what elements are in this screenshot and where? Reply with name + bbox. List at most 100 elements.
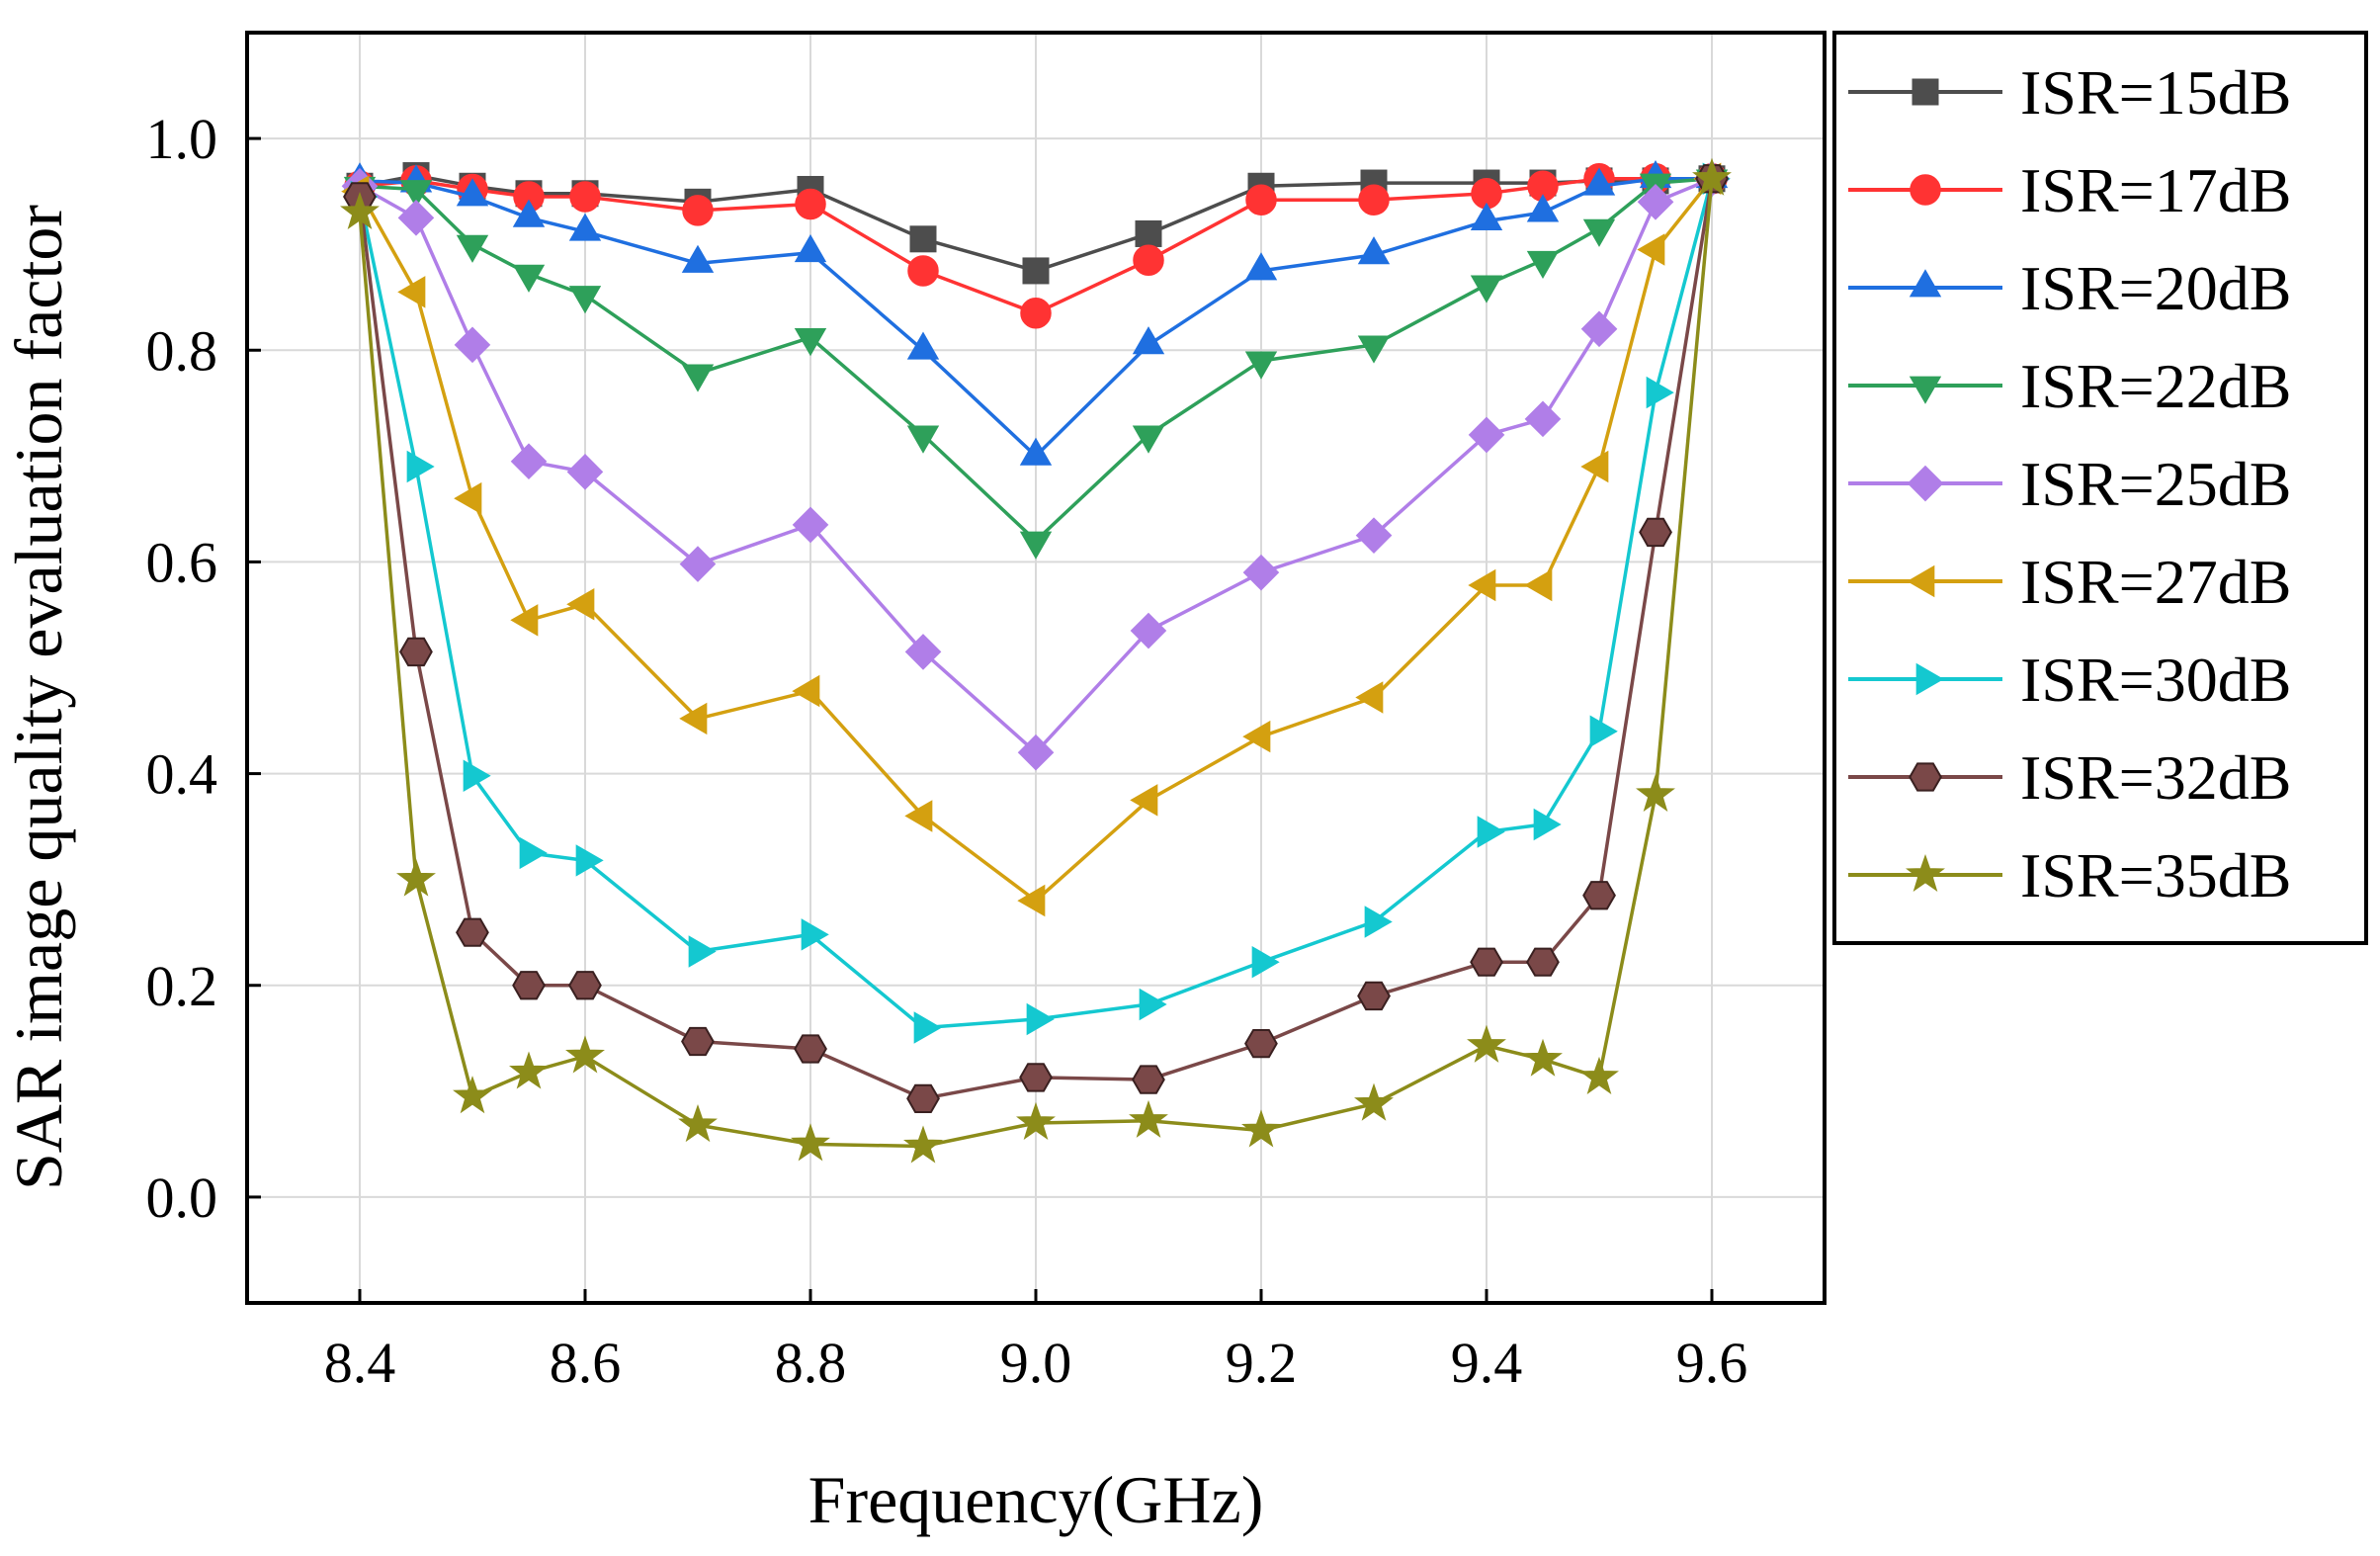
data-point (1242, 720, 1271, 753)
y-tick-label: 0.8 (146, 318, 218, 383)
data-point (913, 1011, 942, 1044)
x-tick-label: 9.4 (1451, 1331, 1523, 1395)
data-point (1019, 1063, 1053, 1092)
data-point (794, 233, 827, 263)
data-point (801, 918, 829, 951)
legend: ISR=15dB ISR=17dB ISR=20dB ISR=22dB ISR=25dB… (1832, 31, 2368, 945)
legend-marker (1907, 564, 1935, 598)
legend-marker (1909, 376, 1942, 404)
legend-label: ISR=17dB (2020, 155, 2291, 225)
data-point (792, 674, 820, 708)
data-point (795, 188, 826, 220)
data-point (1019, 437, 1053, 466)
legend-label: ISR=27dB (2020, 547, 2291, 617)
data-point (907, 255, 939, 287)
data-point (512, 199, 546, 227)
data-point (399, 637, 433, 667)
data-point (1130, 784, 1158, 817)
data-point (678, 1104, 718, 1143)
data-point (679, 546, 717, 582)
data-point (512, 264, 546, 293)
series-isr-25db (341, 160, 1731, 771)
data-point (1524, 568, 1553, 602)
legend-marker (1910, 174, 1941, 206)
data-point (1135, 219, 1162, 247)
data-point (340, 192, 380, 230)
data-point (1244, 1029, 1278, 1059)
legend-label: ISR=15dB (2020, 57, 2291, 128)
data-point (568, 213, 602, 241)
y-tick-label: 1.0 (146, 107, 218, 171)
x-tick-label: 9.0 (1000, 1331, 1072, 1395)
y-tick-label: 0.4 (146, 742, 218, 807)
x-axis-title: Frequency(GHz) (808, 1462, 1264, 1537)
data-point (1580, 310, 1618, 348)
data-point (1355, 681, 1384, 714)
data-point (904, 800, 933, 832)
legend-label: ISR=32dB (2020, 742, 2291, 813)
data-point (1470, 947, 1503, 977)
data-point (456, 178, 489, 207)
data-point (1470, 275, 1503, 303)
data-point (565, 1035, 605, 1074)
data-point (1245, 184, 1277, 216)
legend-item: ISR=30dB (1848, 645, 2291, 715)
data-point (1579, 1056, 1619, 1094)
data-point (1637, 184, 1674, 220)
data-point (681, 364, 715, 392)
data-point (1533, 808, 1562, 841)
data-point (682, 195, 714, 226)
data-point (1646, 376, 1674, 409)
y-tick-label: 0.2 (146, 954, 218, 1018)
legend-label: ISR=22dB (2020, 351, 2291, 421)
legend-item: ISR=32dB (1848, 742, 2291, 813)
y-tick-label: 0.0 (146, 1166, 218, 1230)
data-point (453, 1076, 492, 1114)
data-point (1129, 1099, 1168, 1138)
data-point (1636, 774, 1675, 813)
data-point (794, 1034, 827, 1064)
data-point (456, 917, 489, 947)
data-point (1580, 450, 1609, 483)
data-point (406, 450, 435, 483)
data-point (1017, 884, 1046, 917)
legend-item: ISR=25dB (1848, 449, 2291, 519)
data-point (681, 244, 715, 273)
data-point (1524, 400, 1562, 438)
data-point (1357, 981, 1391, 1011)
data-point (679, 702, 708, 735)
data-point (1020, 298, 1052, 329)
data-point (1132, 1065, 1165, 1094)
data-point (1132, 326, 1165, 355)
data-point (456, 234, 489, 263)
data-point (1139, 988, 1167, 1021)
data-point (509, 1051, 549, 1089)
data-point (1477, 816, 1505, 848)
data-point (906, 425, 940, 454)
data-point (396, 858, 436, 897)
legend-item: ISR=35dB (1848, 840, 2291, 910)
data-point (1242, 554, 1280, 591)
legend-item: ISR=15dB (1848, 57, 2291, 128)
data-point (1582, 218, 1616, 247)
data-point (1132, 425, 1165, 454)
data-point (688, 935, 717, 968)
data-point (1244, 351, 1278, 380)
x-tick-label: 9.2 (1226, 1331, 1298, 1395)
legend-item: ISR=20dB (1848, 253, 2291, 323)
legend-marker (1907, 465, 1944, 502)
legend-marker (1906, 854, 1945, 893)
data-point (1019, 531, 1053, 560)
x-tick-label: 8.6 (550, 1331, 622, 1395)
data-point (454, 326, 491, 364)
x-tick-label: 9.6 (1676, 1331, 1748, 1395)
data-point (1468, 568, 1496, 602)
data-point (566, 587, 595, 621)
legend-item: ISR=27dB (1848, 547, 2291, 617)
data-point (1358, 184, 1390, 216)
data-point (1357, 335, 1391, 364)
data-point (463, 759, 491, 793)
y-tick-label: 0.6 (146, 530, 218, 594)
data-point (1354, 1082, 1394, 1121)
